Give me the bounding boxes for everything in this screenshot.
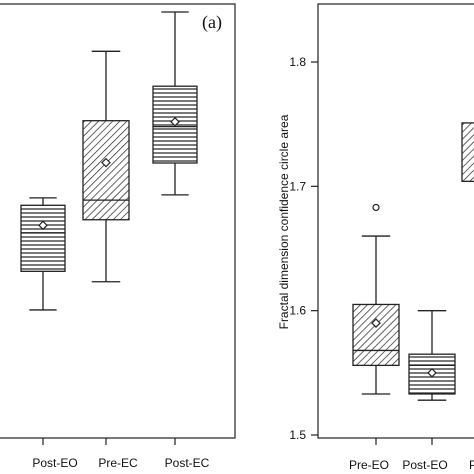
mean-marker [371,318,381,328]
box-iqr [20,204,66,272]
panel-b: Fractal dimension confidence circle area… [277,3,474,472]
box-post-ec [152,11,198,196]
box-post-eo [408,310,456,401]
x-tick-label: Post-EO [32,456,77,470]
x-tick-label: Post-EC [165,456,210,470]
box-iqr [352,303,400,367]
panel-b-frame [317,3,474,439]
y-tick-label: 1.5 [289,428,306,442]
outlier-point [372,203,380,212]
x-tick-label: Post-EO [402,458,447,472]
box-iqr [82,120,130,221]
box-iqr [461,122,474,183]
mean-marker [101,157,111,168]
y-tick-label: 1.6 [289,304,306,318]
box-pre-ec [82,50,130,283]
box-pre-eo [352,203,400,395]
panel-b-y-axis-label: Fractal dimension confidence circle area [277,114,291,329]
mean-marker [170,116,180,127]
x-tick-label: Pre-EO [349,458,389,472]
box-p [461,122,474,183]
mean-marker [38,220,48,231]
panel-a-label: (a) [202,12,222,33]
x-tick-label: Pre-EC [98,456,138,470]
y-tick-label: 1.7 [289,179,306,193]
x-tick-label: P [469,458,474,472]
box-post-eo [20,197,66,311]
mean-marker [427,367,437,378]
panel-a-frame [0,3,236,439]
y-tick-label: 1.8 [289,55,306,69]
panel-a: (a) Post-EO Pre-EC Post-EC [0,3,236,470]
